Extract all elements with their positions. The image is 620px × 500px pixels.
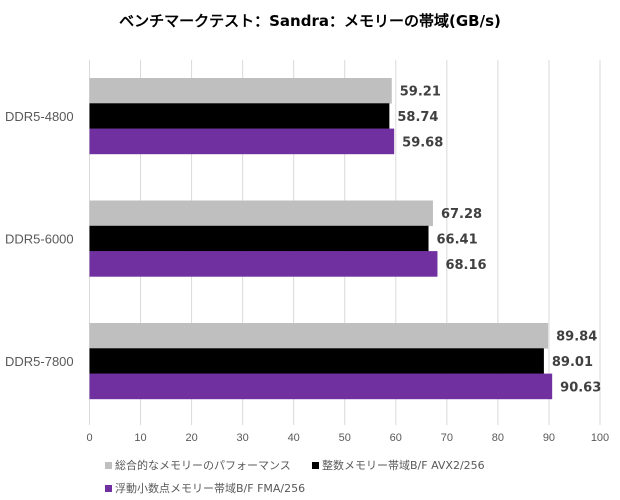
legend-label: 総合的なメモリーのパフォーマンス (115, 459, 291, 472)
x-tick-label: 20 (185, 432, 197, 444)
chart-title: ベンチマークテスト：Sandra：メモリーの帯域(GB/s) (119, 12, 501, 30)
legend-item-2: 浮動小数点メモリー帯域B/F FMA/256 (105, 480, 305, 496)
data-label: 68.16 (445, 258, 486, 273)
x-tick-label: 90 (543, 432, 555, 444)
x-tick-label: 0 (86, 432, 92, 444)
data-label: 58.74 (397, 110, 438, 125)
bar (89, 78, 392, 104)
bar (89, 103, 390, 129)
bar (89, 348, 544, 374)
legend-label: 浮動小数点メモリー帯域B/F FMA/256 (115, 482, 306, 495)
x-tick-label: 30 (237, 432, 249, 444)
data-label: 67.28 (441, 207, 482, 222)
data-label: 59.68 (402, 135, 443, 150)
bar (89, 225, 429, 252)
x-tick-label: 70 (441, 432, 453, 444)
legend-swatch (105, 484, 112, 492)
data-label: 66.41 (437, 232, 478, 247)
category-label: DDR5-7800 (5, 354, 74, 369)
legend-item-0: 総合的なメモリーのパフォーマンス (105, 457, 291, 473)
data-label: 59.21 (400, 85, 441, 100)
bar (89, 128, 395, 155)
data-label: 89.84 (556, 330, 597, 345)
x-tick-label: 100 (591, 432, 609, 444)
data-label: 90.63 (560, 380, 601, 395)
bar (89, 251, 438, 277)
bar (89, 373, 553, 400)
data-label: 89.01 (552, 355, 593, 370)
bar (89, 323, 549, 349)
legend-item-1: 整数メモリー帯域B/F AVX2/256 (312, 457, 485, 473)
x-tick-label: 50 (339, 432, 351, 444)
x-tick-label: 40 (288, 432, 300, 444)
x-tick-label: 60 (390, 432, 402, 444)
x-tick-label: 10 (134, 432, 146, 444)
legend-label: 整数メモリー帯域B/F AVX2/256 (322, 459, 485, 472)
category-label: DDR5-6000 (5, 231, 74, 246)
legend-swatch (312, 461, 319, 469)
bar (89, 200, 433, 227)
category-label: DDR5-4800 (5, 109, 74, 124)
legend-swatch (105, 461, 112, 469)
x-tick-label: 80 (492, 432, 504, 444)
